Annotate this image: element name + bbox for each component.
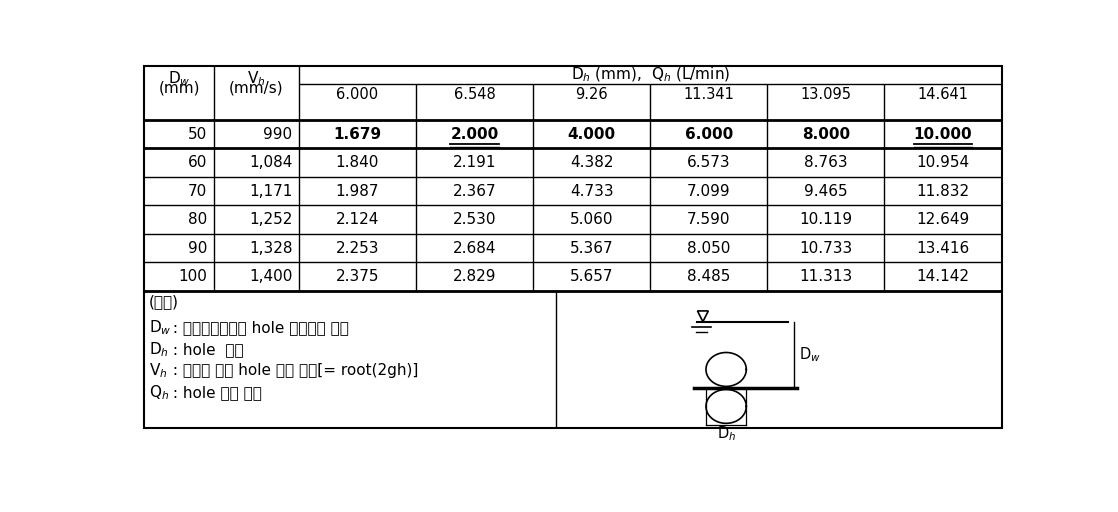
- Text: D$_h$: D$_h$: [149, 340, 169, 359]
- Text: 2.253: 2.253: [335, 241, 379, 255]
- Text: 13.095: 13.095: [800, 87, 852, 102]
- Text: (mm/s): (mm/s): [229, 81, 284, 96]
- Text: 1.840: 1.840: [335, 155, 379, 170]
- Text: 5.367: 5.367: [570, 241, 614, 255]
- Text: V$_h$: V$_h$: [149, 361, 168, 380]
- Text: 8.000: 8.000: [802, 126, 850, 142]
- Text: 10.000: 10.000: [913, 126, 973, 142]
- Text: 7.099: 7.099: [686, 184, 730, 199]
- Text: 10.119: 10.119: [799, 212, 852, 227]
- Text: 2.124: 2.124: [335, 212, 379, 227]
- Text: V$_h$: V$_h$: [247, 69, 265, 88]
- Text: 8.485: 8.485: [688, 269, 730, 284]
- Text: : 수표면으로부터 hole 중심까지 수심: : 수표면으로부터 hole 중심까지 수심: [168, 321, 349, 335]
- Text: 5.657: 5.657: [570, 269, 614, 284]
- Text: D$_w$: D$_w$: [149, 318, 172, 337]
- Text: 1,171: 1,171: [249, 184, 293, 199]
- Text: 6.000: 6.000: [337, 87, 378, 102]
- Text: 1.679: 1.679: [333, 126, 381, 142]
- Text: Q$_h$: Q$_h$: [149, 383, 169, 402]
- Text: 8.763: 8.763: [804, 155, 847, 170]
- Text: 6.000: 6.000: [684, 126, 733, 142]
- Text: 9.465: 9.465: [804, 184, 847, 199]
- Text: 2.367: 2.367: [453, 184, 496, 199]
- Text: 7.590: 7.590: [686, 212, 730, 227]
- Text: 13.416: 13.416: [917, 241, 969, 255]
- Text: 14.641: 14.641: [918, 87, 968, 102]
- Text: 14.142: 14.142: [917, 269, 969, 284]
- Text: 9.26: 9.26: [576, 87, 608, 102]
- Text: 12.649: 12.649: [917, 212, 969, 227]
- Text: 5.060: 5.060: [570, 212, 614, 227]
- Text: 10.954: 10.954: [917, 155, 969, 170]
- Text: 8.050: 8.050: [688, 241, 730, 255]
- Text: 2.375: 2.375: [335, 269, 379, 284]
- Text: 6.548: 6.548: [454, 87, 495, 102]
- Text: D$_w$: D$_w$: [799, 346, 821, 364]
- Text: 11.832: 11.832: [917, 184, 969, 199]
- Text: D$_h$: D$_h$: [717, 425, 736, 443]
- Text: 1,252: 1,252: [249, 212, 293, 227]
- Text: 6.573: 6.573: [686, 155, 730, 170]
- Text: 1,084: 1,084: [249, 155, 293, 170]
- Text: 2.530: 2.530: [453, 212, 496, 227]
- Text: 2.191: 2.191: [453, 155, 496, 170]
- Text: 60: 60: [188, 155, 208, 170]
- Text: 990: 990: [264, 126, 293, 142]
- Text: 11.341: 11.341: [683, 87, 735, 102]
- Text: (mm): (mm): [159, 81, 200, 96]
- Text: 1,400: 1,400: [249, 269, 293, 284]
- Text: 2.684: 2.684: [453, 241, 496, 255]
- Text: 1.987: 1.987: [335, 184, 379, 199]
- Text: D$_w$: D$_w$: [168, 69, 190, 88]
- Text: 1,328: 1,328: [249, 241, 293, 255]
- Text: : hole  적경: : hole 적경: [168, 342, 244, 357]
- Text: 4.733: 4.733: [570, 184, 614, 199]
- Text: 80: 80: [188, 212, 208, 227]
- Text: 11.313: 11.313: [799, 269, 853, 284]
- Text: (비고): (비고): [149, 294, 179, 309]
- Text: 2.829: 2.829: [453, 269, 496, 284]
- Text: : hole 통과 유량: : hole 통과 유량: [168, 385, 262, 400]
- Text: 4.000: 4.000: [568, 126, 616, 142]
- Text: 10.733: 10.733: [799, 241, 853, 255]
- Text: 100: 100: [179, 269, 208, 284]
- Text: 90: 90: [188, 241, 208, 255]
- Text: 50: 50: [188, 126, 208, 142]
- Text: 2.000: 2.000: [451, 126, 499, 142]
- Text: 4.382: 4.382: [570, 155, 614, 170]
- Text: 70: 70: [188, 184, 208, 199]
- Text: D$_h$ (mm),  Q$_h$ (L/min): D$_h$ (mm), Q$_h$ (L/min): [570, 66, 730, 84]
- Text: : 수심에 따른 hole 이론 유속[= root(2gh)]: : 수심에 따른 hole 이론 유속[= root(2gh)]: [168, 364, 418, 378]
